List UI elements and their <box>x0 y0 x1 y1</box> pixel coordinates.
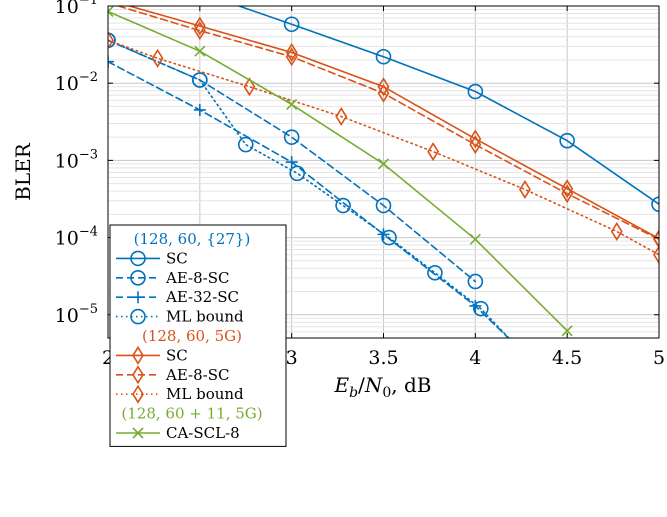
data-point <box>561 184 574 204</box>
data-point <box>469 233 481 245</box>
y-tick-label: 10−4 <box>55 225 98 250</box>
legend-marker <box>132 345 144 365</box>
data-point <box>108 32 116 49</box>
data-point <box>518 179 531 199</box>
data-point <box>469 135 482 155</box>
legend-marker <box>132 384 144 404</box>
series-line <box>108 60 510 338</box>
x-tick-label: 3 <box>286 347 298 369</box>
y-tick-label: 10−2 <box>55 70 98 95</box>
data-point <box>653 229 659 249</box>
data-point <box>335 197 351 214</box>
data-point <box>289 165 305 182</box>
data-point <box>469 129 482 149</box>
legend-entry-label: ML bound <box>166 385 244 403</box>
data-point <box>285 156 298 169</box>
legend-entry-label: ML bound <box>166 308 244 326</box>
legend-entry-label: SC <box>166 249 188 267</box>
series-line <box>108 39 510 338</box>
y-tick-label: 10−1 <box>55 0 98 18</box>
data-point <box>375 197 392 214</box>
series-layer <box>108 6 659 338</box>
data-point <box>283 129 300 145</box>
data-point <box>651 196 659 213</box>
data-point <box>193 21 206 41</box>
legend-marker <box>130 269 146 286</box>
y-axis-title: BLER <box>11 142 35 201</box>
legend-entry-label: AE-8-SC <box>165 366 230 384</box>
data-point <box>377 83 390 103</box>
y-tick-label: 10−3 <box>55 147 98 172</box>
data-point <box>108 55 114 68</box>
data-point <box>381 229 397 246</box>
legend-marker <box>132 427 144 439</box>
data-point <box>375 48 392 65</box>
series-2 <box>108 55 510 338</box>
data-point <box>427 264 443 281</box>
series-line <box>108 10 568 332</box>
data-point <box>237 136 254 153</box>
data-point <box>192 72 208 88</box>
legend-group-title: (128, 60, 5G) <box>142 327 242 345</box>
legend-box <box>109 224 287 447</box>
data-point <box>335 107 348 127</box>
x-tick-label: 4 <box>469 347 481 369</box>
data-point <box>108 30 114 50</box>
data-point <box>286 98 298 111</box>
data-point <box>285 47 298 67</box>
data-point <box>561 179 574 199</box>
data-point <box>467 83 484 100</box>
data-point <box>243 77 256 97</box>
legend-group-title: (128, 60 + 11, 5G) <box>121 405 262 423</box>
legend-marker <box>132 291 144 304</box>
x-tick-label: 4.5 <box>552 347 582 369</box>
series-line <box>115 6 659 241</box>
legend-marker <box>130 308 146 325</box>
data-point <box>653 245 659 265</box>
data-point <box>108 6 114 18</box>
legend-entry-label: SC <box>166 346 188 364</box>
x-axis-title: Eb/N0, dB <box>334 373 432 401</box>
data-point <box>427 142 440 162</box>
data-point <box>193 103 206 116</box>
data-point <box>151 48 164 68</box>
series-7 <box>108 6 573 337</box>
series-line <box>108 39 659 256</box>
series-3 <box>108 32 510 338</box>
data-point <box>467 273 484 290</box>
data-point <box>469 299 482 312</box>
data-point <box>193 16 206 36</box>
data-point <box>559 132 575 149</box>
y-tick-label: 10−5 <box>55 302 98 327</box>
data-point <box>561 325 573 337</box>
legend-entry-label: CA-SCL-8 <box>166 424 240 442</box>
legend-entry-label: AE-8-SC <box>165 269 230 287</box>
series-0 <box>236 6 659 213</box>
x-tick-label: 3.5 <box>368 347 398 369</box>
series-5 <box>115 6 659 249</box>
series-line <box>236 6 659 206</box>
data-point <box>377 158 390 170</box>
legend-marker <box>132 365 144 385</box>
data-point <box>473 300 489 317</box>
legend-marker <box>130 250 146 267</box>
data-point <box>610 221 623 241</box>
series-6 <box>108 30 659 265</box>
data-point <box>194 45 206 57</box>
data-point <box>283 16 300 33</box>
x-tick-label: 5 <box>653 347 665 369</box>
legend-group-title: (128, 60, {27}) <box>134 230 251 248</box>
legend-entry-label: AE-32-SC <box>165 288 239 306</box>
data-point <box>285 42 298 62</box>
data-point <box>377 77 390 97</box>
